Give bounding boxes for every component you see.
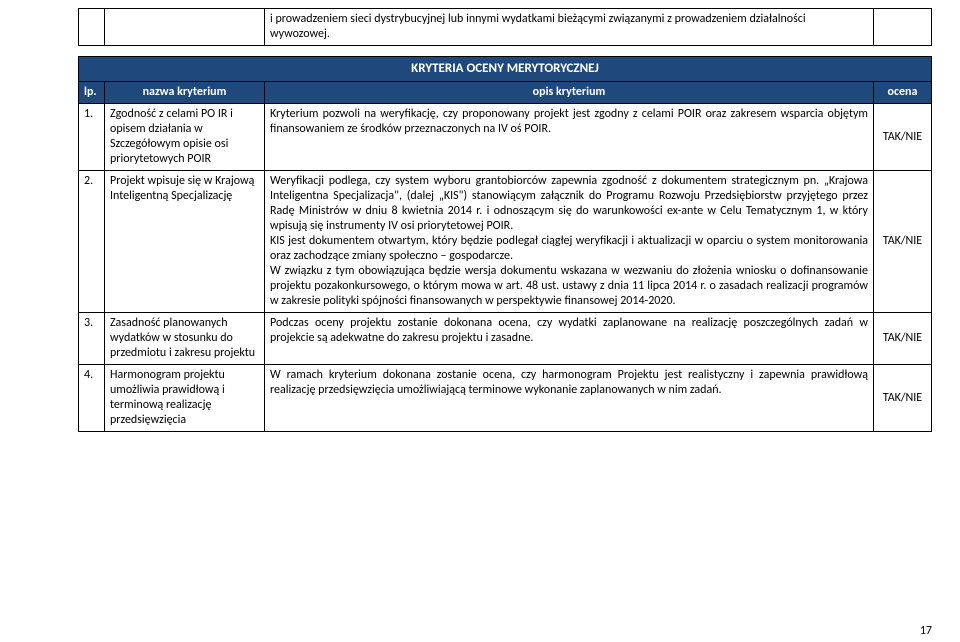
empty-cell: [874, 9, 932, 46]
empty-cell: [105, 9, 265, 46]
table-row: 3. Zasadność planowanych wydatków w stos…: [79, 313, 932, 365]
table-row: i prowadzeniem sieci dystrybucyjnej lub …: [79, 9, 932, 46]
cell-ocena: TAK/NIE: [873, 171, 931, 313]
page-number: 17: [920, 624, 932, 638]
top-text-cell: i prowadzeniem sieci dystrybucyjnej lub …: [265, 9, 874, 46]
col-desc: opis kryterium: [265, 82, 874, 104]
cell-name: Zgodność z celami PO IR i opisem działan…: [105, 104, 265, 171]
top-fragment-table: i prowadzeniem sieci dystrybucyjnej lub …: [78, 8, 932, 46]
cell-lp: 2.: [79, 171, 105, 313]
col-name: nazwa kryterium: [105, 82, 265, 104]
cell-lp: 1.: [79, 104, 105, 171]
cell-name: Zasadność planowanych wydatków w stosunk…: [105, 313, 265, 365]
table-row: 1. Zgodność z celami PO IR i opisem dzia…: [79, 104, 932, 171]
section-header-row: KRYTERIA OCENY MERYTORYCZNEJ: [79, 57, 932, 82]
table-row: 2. Projekt wpisuje się w Krajową Intelig…: [79, 171, 932, 313]
section-header: KRYTERIA OCENY MERYTORYCZNEJ: [79, 57, 932, 82]
empty-cell: [79, 9, 105, 46]
criteria-table: KRYTERIA OCENY MERYTORYCZNEJ lp. nazwa k…: [78, 56, 932, 432]
cell-ocena: TAK/NIE: [873, 313, 931, 365]
cell-desc: Kryterium pozwoli na weryfikację, czy pr…: [265, 104, 874, 171]
cell-desc: Weryfikacji podlega, czy system wyboru g…: [265, 171, 874, 313]
cell-ocena: TAK/NIE: [873, 365, 931, 432]
cell-lp: 3.: [79, 313, 105, 365]
col-ocena: ocena: [873, 82, 931, 104]
cell-name: Projekt wpisuje się w Krajową Inteligent…: [105, 171, 265, 313]
cell-name: Harmonogram projektu umożliwia prawidłow…: [105, 365, 265, 432]
table-row: 4. Harmonogram projektu umożliwia prawid…: [79, 365, 932, 432]
cell-lp: 4.: [79, 365, 105, 432]
cell-desc: Podczas oceny projektu zostanie dokonana…: [265, 313, 874, 365]
column-header-row: lp. nazwa kryterium opis kryterium ocena: [79, 82, 932, 104]
cell-desc: W ramach kryterium dokonana zostanie oce…: [265, 365, 874, 432]
cell-ocena: TAK/NIE: [873, 104, 931, 171]
col-lp: lp.: [79, 82, 105, 104]
